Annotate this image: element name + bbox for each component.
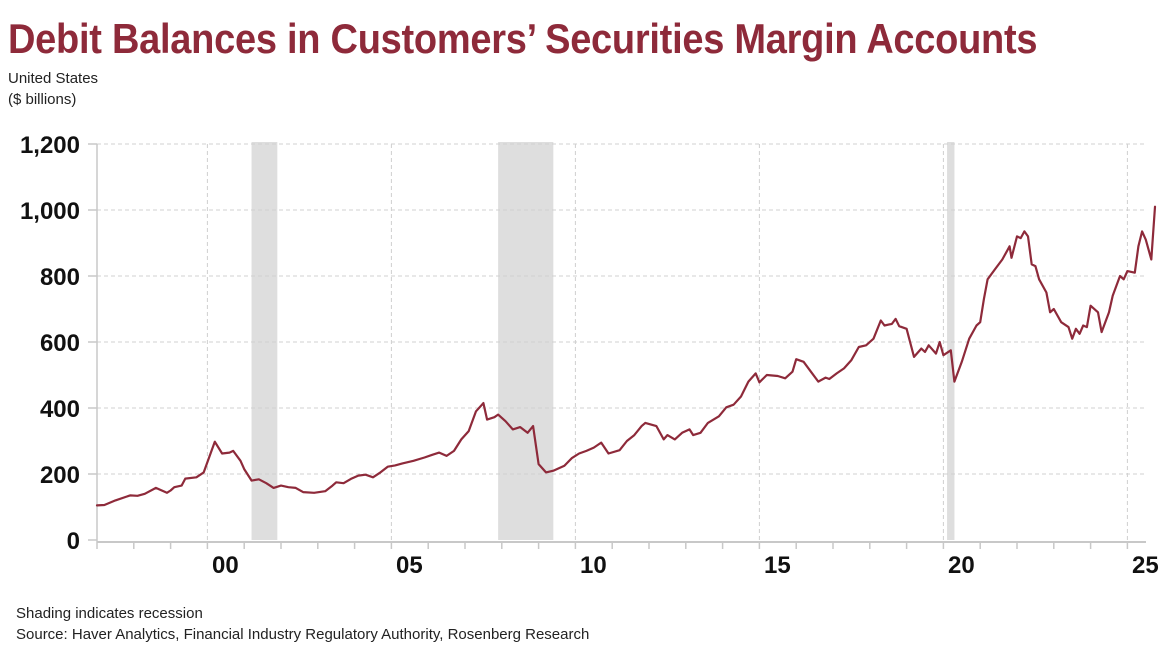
recession-note: Shading indicates recession	[16, 605, 203, 622]
x-tick-label: 05	[396, 552, 423, 579]
series-line-margin-debit	[95, 205, 1157, 507]
x-tick-label: 00	[212, 552, 239, 579]
x-tick-label: 20	[948, 552, 975, 579]
subtitle-region: United States	[8, 70, 99, 87]
chart-footnote: Shading indicates recession Source: Have…	[16, 603, 589, 645]
x-tick-label: 25	[1132, 552, 1159, 579]
y-tick-label: 1,200	[20, 132, 80, 159]
source-note: Source: Haver Analytics, Financial Indus…	[16, 626, 590, 643]
series-layer	[95, 205, 1157, 507]
chart-subtitle: United States ($ billions)	[8, 68, 98, 110]
y-tick-label: 1,000	[20, 198, 80, 225]
y-tick-label: 0	[67, 528, 80, 555]
recession-band	[947, 142, 955, 540]
gridlines	[97, 143, 1146, 540]
y-tick-label: 400	[40, 396, 80, 423]
subtitle-units: ($ billions)	[8, 91, 77, 108]
recession-band	[498, 142, 554, 540]
axes	[88, 143, 1146, 549]
recession-shading-layer	[251, 142, 955, 540]
y-tick-label: 800	[40, 264, 80, 291]
tick-labels: 0 200 400 600 800 1,000 1,200 00 05 10 15 20 25	[20, 132, 1159, 579]
y-tick-label: 600	[40, 330, 80, 357]
y-tick-label: 200	[40, 462, 80, 489]
x-tick-label: 15	[764, 552, 791, 579]
x-tick-label: 10	[580, 552, 607, 579]
chart-title: Debit Balances in Customers’ Securities …	[8, 15, 1038, 62]
